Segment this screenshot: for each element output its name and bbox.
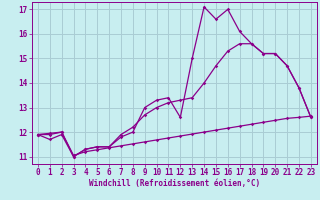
X-axis label: Windchill (Refroidissement éolien,°C): Windchill (Refroidissement éolien,°C): [89, 179, 260, 188]
